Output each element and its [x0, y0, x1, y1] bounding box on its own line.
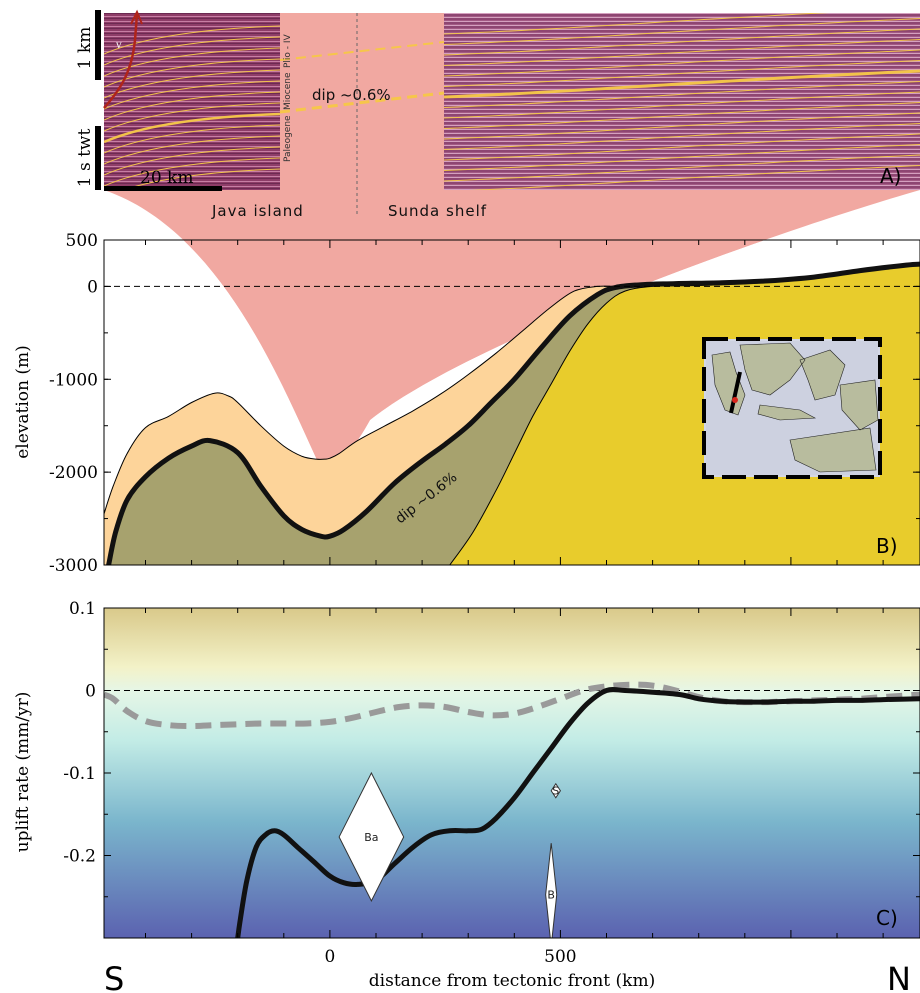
end-label-s: S [104, 960, 124, 993]
horizon-left [104, 58, 281, 88]
marker-label: B [547, 889, 555, 902]
strat-miocene: Miocene [283, 72, 293, 110]
solid-black-curve [235, 686, 920, 938]
scale-label-twt: 1 s twt [75, 129, 95, 188]
panel-c: Ba S B 0.1 0 -0.1 -0.2 0 500 uplift rate (mm/y… [13, 599, 920, 993]
panel-b-frame [103, 239, 920, 566]
marker-label: S [552, 785, 559, 798]
marker-label: Ba [364, 831, 378, 844]
horizon-left [104, 69, 281, 99]
region-sunda: Sunda shelf [388, 202, 487, 220]
b-ytick-label: 0 [87, 277, 98, 297]
scale-bar-20km [104, 186, 222, 191]
marker-diamond [338, 771, 405, 902]
dip-line-upper [279, 41, 445, 61]
b-ytick-label: 500 [66, 231, 98, 251]
horizon-right [443, 69, 920, 99]
horizon-right [469, 165, 920, 190]
panel-c-gradient [104, 608, 920, 938]
scale-bar-km [95, 10, 101, 80]
horizons [104, 13, 920, 190]
horizon-left [104, 135, 281, 165]
panel-b-ylabel: elevation (m) [13, 345, 33, 459]
horizon-right [443, 154, 920, 182]
horizon-right [443, 49, 920, 77]
inset-land [711, 342, 879, 473]
horizon-right [443, 112, 920, 140]
horizon-left [104, 102, 281, 132]
horizon-left [104, 25, 281, 55]
panel-c-yticks: 0.1 0 -0.1 -0.2 [63, 599, 920, 939]
strat-paleogene: Paleogene [283, 115, 293, 162]
v-label: v [115, 40, 122, 51]
horizon-left [104, 47, 281, 77]
marker-group: Ba S B [338, 771, 562, 938]
horizon-right [443, 144, 920, 171]
b-ytick-label: -2000 [49, 463, 98, 483]
horizon-left [104, 112, 281, 144]
dip-line-lower [279, 91, 445, 114]
fault-line [103, 13, 139, 109]
panel-c-xticks: 0 500 [144, 608, 884, 967]
scale-label-20km: 20 km [140, 168, 193, 188]
horizon-left [104, 124, 281, 154]
region-java: Java island [211, 202, 304, 220]
scale-label-km: 1 km [75, 27, 95, 70]
horizon-left [104, 80, 281, 110]
elevation-profile-line [106, 261, 920, 565]
horizon-right [443, 28, 920, 56]
marker-diamond [545, 843, 558, 938]
salmon-overlay [183, 240, 765, 466]
horizon-left [121, 168, 281, 190]
horizon-left [104, 36, 281, 66]
dip-label-a: dip ~0.6% [312, 86, 391, 104]
panel-c-xlabel: distance from tectonic front (km) [369, 971, 655, 991]
horizon-right [443, 102, 920, 129]
horizon-right [443, 39, 920, 66]
panel-c-ylabel: uplift rate (mm/yr) [13, 692, 33, 853]
horizon-right [443, 91, 920, 119]
marker-diamond [550, 782, 562, 799]
horizon-right [443, 123, 920, 150]
panel-letter-a: A) [880, 164, 901, 188]
panel-letter-c: C) [876, 906, 898, 930]
panel-b-yticks: 500 0 -1000 -2000 -3000 [49, 231, 920, 576]
seismic-left [104, 13, 280, 190]
scale-bar-twt [95, 126, 101, 190]
strat-plio: Plio - IV [283, 33, 293, 68]
horizon-right [443, 60, 920, 87]
c-ytick-label: -0.1 [63, 764, 96, 784]
c-ytick-label: -0.2 [63, 847, 96, 867]
horizon-left [104, 146, 281, 176]
horizon-right [443, 81, 920, 108]
c-xtick-label: 0 [324, 947, 335, 967]
panel-b-xticks [144, 240, 884, 565]
c-ytick-label: 0.1 [69, 599, 96, 619]
horizon-left [104, 91, 281, 121]
seismic-right [444, 13, 920, 190]
c-ytick-label: 0 [85, 682, 96, 702]
b-ytick-label: -1000 [49, 370, 98, 390]
panel-letter-b: B) [876, 534, 898, 558]
c-xtick-label: 500 [544, 947, 576, 967]
horizon-right [443, 18, 920, 45]
fault-arrow [130, 9, 143, 25]
inset-profile-line [729, 371, 742, 414]
horizon-right [443, 13, 829, 35]
b-ytick-label: -3000 [49, 556, 98, 576]
inset-location-dot [732, 397, 738, 403]
inset-map[interactable] [702, 337, 882, 479]
horizon-right [443, 133, 920, 161]
panel-a: v Plio - IV Miocene Paleogene dip ~0.6% … [75, 9, 920, 220]
end-label-n: N [887, 960, 911, 993]
horizon-left [104, 157, 281, 187]
